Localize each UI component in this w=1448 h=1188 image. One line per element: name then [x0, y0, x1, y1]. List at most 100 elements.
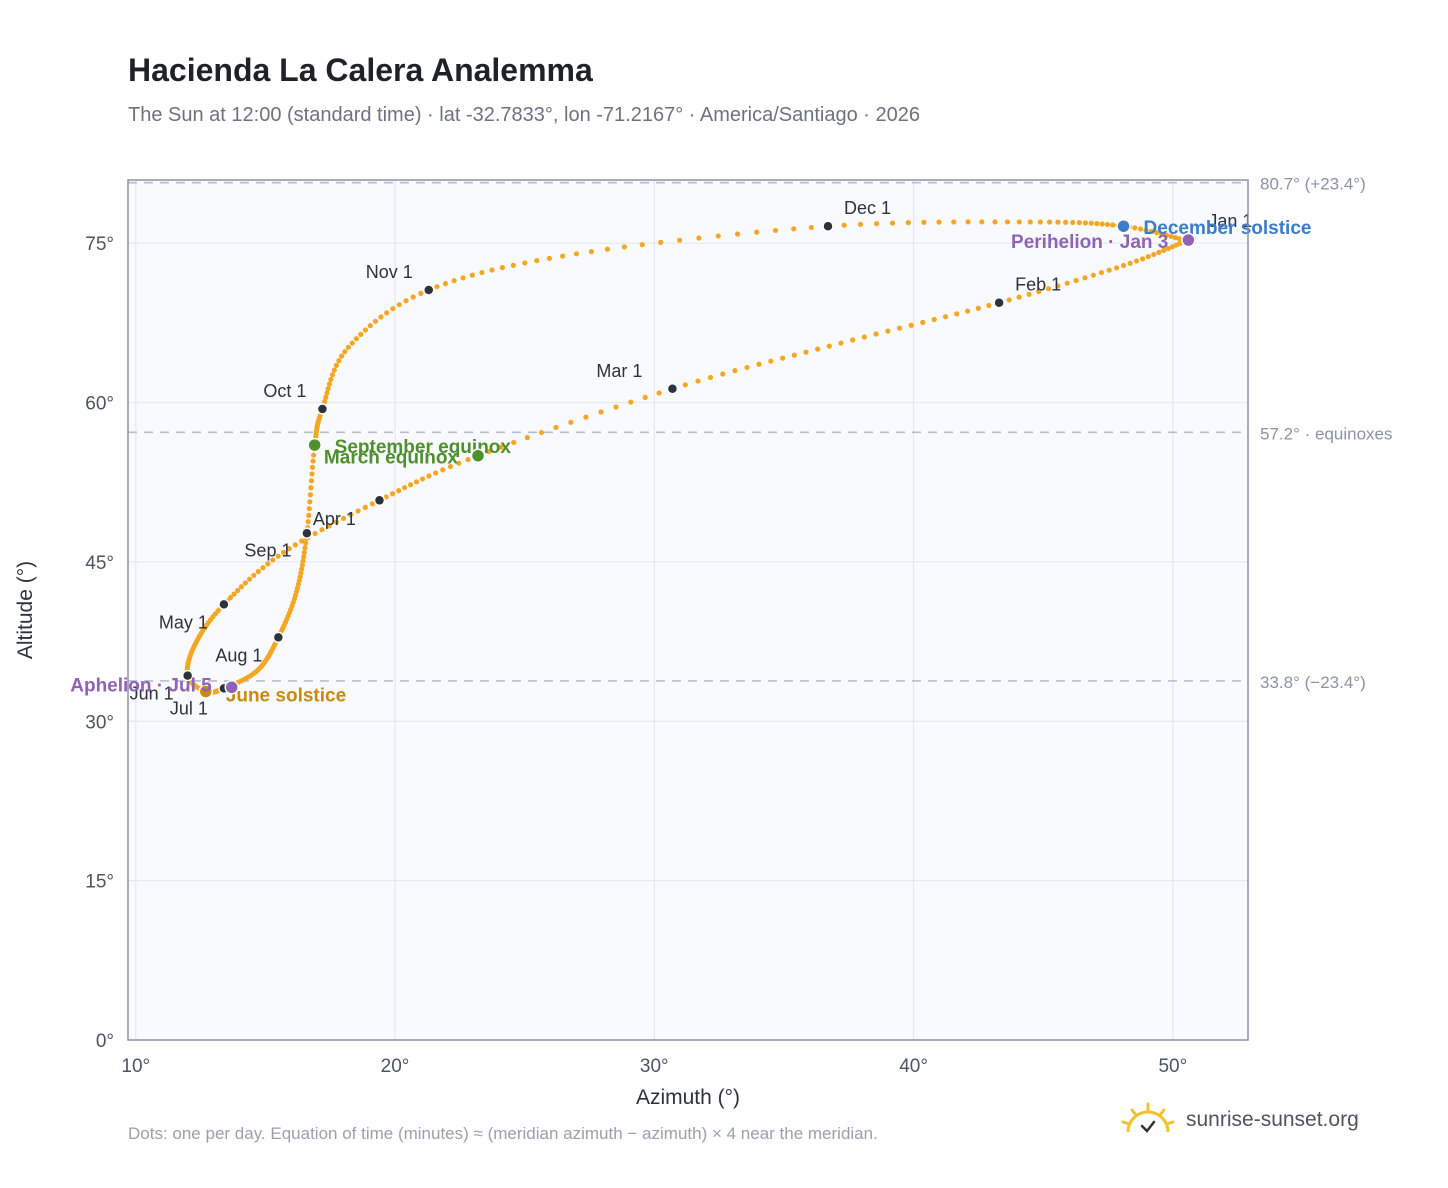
- daily-sun-dot: [720, 371, 726, 377]
- month-marker: [316, 403, 329, 415]
- daily-sun-dot: [965, 219, 971, 225]
- month-marker-label: Nov 1: [366, 262, 413, 282]
- daily-sun-dot: [573, 251, 580, 257]
- daily-sun-dot: [367, 323, 373, 329]
- month-marker: [822, 220, 834, 232]
- y-tick-label: 15°: [85, 872, 114, 893]
- daily-sun-dot: [553, 424, 559, 431]
- daily-sun-dot: [275, 553, 281, 559]
- daily-sun-dot: [390, 306, 396, 312]
- daily-sun-dot: [732, 368, 738, 374]
- event-marker: [1116, 218, 1131, 234]
- daily-sun-dot: [1037, 219, 1043, 225]
- daily-sun-dot: [402, 485, 408, 491]
- daily-sun-dot: [979, 219, 985, 225]
- daily-sun-dot: [841, 222, 847, 228]
- month-marker-label: Jul 1: [170, 698, 208, 718]
- daily-sun-dot: [885, 328, 891, 334]
- daily-sun-dot: [310, 452, 317, 458]
- reference-line-label: 33.8° (−23.4°): [1260, 673, 1366, 692]
- daily-sun-dot: [1016, 294, 1022, 300]
- daily-sun-dot: [1143, 227, 1149, 233]
- brand[interactable]: sunrise-sunset.org: [1120, 1102, 1359, 1138]
- daily-sun-dot: [1148, 228, 1155, 234]
- daily-sun-dot: [301, 554, 307, 560]
- daily-sun-dot: [838, 340, 844, 346]
- daily-sun-dot: [312, 530, 318, 537]
- daily-sun-dot: [511, 439, 517, 446]
- month-marker-label: Apr 1: [313, 509, 356, 529]
- daily-sun-dot: [465, 456, 471, 463]
- daily-sun-dot: [510, 262, 516, 268]
- daily-sun-dot: [336, 358, 342, 364]
- daily-sun-dot: [369, 501, 376, 507]
- daily-sun-dot: [1006, 297, 1012, 303]
- daily-sun-dot: [440, 467, 446, 473]
- daily-sun-dot: [410, 294, 416, 300]
- daily-sun-dot: [246, 576, 253, 582]
- daily-sun-dot: [534, 258, 540, 264]
- axis-ticks: 10° 20° 30° 40° 50° 0° 15° 30° 45° 60° 75°: [85, 234, 1187, 1077]
- reference-lines: 80.7° (+23.4°) 57.2° · equinoxes 33.8° (−2…: [128, 175, 1393, 692]
- daily-sun-dot: [325, 386, 331, 392]
- daily-sun-dot: [451, 278, 457, 284]
- month-marker-label: Mar 1: [596, 361, 642, 381]
- daily-sun-dot: [305, 519, 311, 525]
- month-marker-label: Aug 1: [215, 645, 262, 665]
- daily-sun-dot: [682, 382, 688, 388]
- x-tick-label: 20°: [381, 1056, 410, 1077]
- month-marker: [272, 631, 285, 644]
- daily-sun-dot: [1145, 254, 1151, 260]
- daily-sun-dot: [1064, 280, 1070, 286]
- month-marker: [666, 383, 679, 395]
- y-tick-label: 45°: [85, 553, 114, 574]
- month-marker-label: May 1: [159, 612, 208, 632]
- daily-sun-dot: [340, 515, 347, 521]
- daily-sun-dot: [1094, 220, 1100, 227]
- y-axis-label: Altitude (°): [14, 561, 37, 659]
- daily-sun-dot: [613, 404, 619, 410]
- daily-sun-dot: [951, 219, 957, 225]
- month-marker: [181, 669, 194, 682]
- daily-sun-dot: [353, 336, 360, 342]
- x-tick-label: 30°: [640, 1056, 669, 1077]
- month-marker-label: Jun 1: [130, 684, 174, 704]
- daily-sun-dot: [433, 470, 439, 476]
- daily-sun-dot: [308, 485, 314, 491]
- month-marker-label: Sep 1: [244, 540, 291, 560]
- brand-text: sunrise-sunset.org: [1186, 1108, 1359, 1131]
- event-marker: [307, 437, 322, 453]
- daily-sun-dot: [604, 246, 611, 252]
- daily-sun-dot: [442, 281, 449, 287]
- daily-sun-dot: [309, 471, 315, 477]
- x-axis-label: Azimuth (°): [636, 1086, 740, 1109]
- month-marker: [301, 527, 313, 539]
- x-tick-label: 50°: [1158, 1056, 1187, 1077]
- daily-sun-dot: [396, 302, 402, 308]
- event-marker: [470, 448, 486, 463]
- daily-sun-dot: [384, 310, 390, 316]
- daily-sun-dot: [905, 220, 911, 226]
- daily-sun-dot: [1055, 219, 1061, 225]
- daily-sun-dot: [349, 340, 355, 346]
- daily-sun-dot: [396, 488, 402, 494]
- daily-sun-dot: [908, 322, 914, 328]
- daily-sun-dot: [362, 327, 368, 333]
- daily-sun-dot: [1168, 233, 1174, 240]
- daily-sun-dot: [489, 267, 495, 273]
- daily-sun-dot: [568, 419, 574, 425]
- daily-sun-dot: [319, 527, 325, 533]
- daily-sun-dot: [306, 506, 312, 512]
- daily-sun-dot: [1127, 260, 1133, 266]
- daily-sun-dot: [628, 399, 634, 405]
- daily-sun-dot: [975, 305, 981, 311]
- daily-sun-dot: [1045, 286, 1052, 292]
- daily-sun-dot: [255, 568, 261, 575]
- month-marker: [422, 284, 435, 296]
- daily-sun-dot: [251, 572, 257, 578]
- month-marker: [373, 494, 386, 507]
- daily-sun-dot: [1133, 258, 1140, 264]
- daily-sun-dot: [227, 595, 234, 601]
